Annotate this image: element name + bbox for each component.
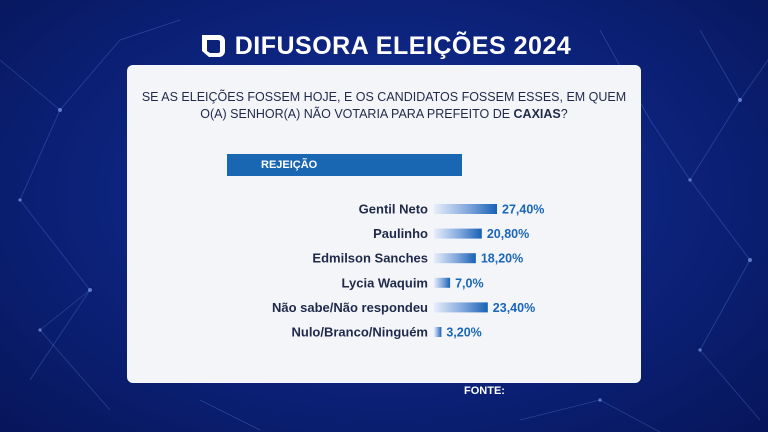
value-label: 27,40%	[502, 203, 544, 217]
bar	[434, 204, 497, 214]
category-label: Paulinho	[373, 226, 428, 241]
chart-category-tag: REJEIÇÃO	[227, 154, 462, 176]
value-label: 23,40%	[493, 301, 535, 315]
survey-question: SE AS ELEIÇÕES FOSSEM HOJE, E OS CANDIDA…	[127, 89, 641, 123]
value-label: 7,0%	[455, 276, 484, 290]
difusora-logo-icon	[201, 35, 225, 57]
bar	[434, 228, 482, 239]
question-line-2-suffix: ?	[560, 107, 568, 121]
header-title: DIFUSORA ELEIÇÕES 2024	[234, 31, 572, 60]
rejection-bar-chart: Gentil Neto 27,40% Paulinho 20,80% Edmilson …	[272, 202, 544, 340]
bar	[434, 302, 488, 313]
category-label: Gentil Neto	[359, 202, 428, 217]
bar	[434, 277, 451, 288]
category-label: Nulo/Branco/Ninguém	[291, 325, 428, 340]
category-label: Não sabe/Não respondeu	[272, 300, 428, 315]
value-label: 3,20%	[446, 326, 481, 340]
value-label: 20,80%	[487, 227, 529, 241]
question-city: CAXIAS	[513, 107, 561, 121]
category-label: Edmilson Sanches	[312, 251, 428, 266]
category-label: Lycia Waquim	[342, 275, 428, 290]
question-line-2: O(A) SENHOR(A) NÃO VOTARIA PARA PREFEITO…	[127, 106, 641, 123]
value-label: 18,20%	[481, 252, 523, 266]
bar	[434, 253, 476, 264]
results-panel: SE AS ELEIÇÕES FOSSEM HOJE, E OS CANDIDA…	[127, 65, 641, 383]
question-line-2-prefix: O(A) SENHOR(A) NÃO VOTARIA PARA PREFEITO…	[200, 107, 514, 121]
question-line-1: SE AS ELEIÇÕES FOSSEM HOJE, E OS CANDIDA…	[141, 90, 627, 104]
bar	[434, 327, 442, 337]
source-label: FONTE:	[464, 385, 505, 397]
header: DIFUSORA ELEIÇÕES 2024	[0, 28, 768, 64]
